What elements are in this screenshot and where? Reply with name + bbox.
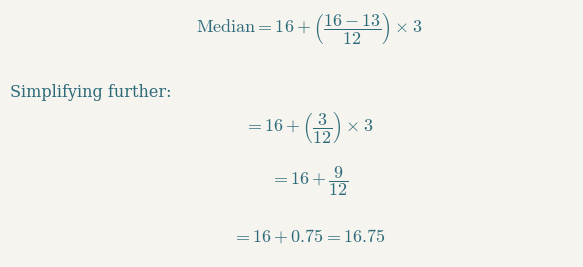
Text: Simplifying further:: Simplifying further: — [10, 84, 172, 101]
Text: $\mathrm{Median} = 16 + \left(\dfrac{16 - 13}{12}\right) \times 3$: $\mathrm{Median} = 16 + \left(\dfrac{16 … — [196, 10, 422, 46]
Text: $= 16 + \left(\dfrac{3}{12}\right) \times 3$: $= 16 + \left(\dfrac{3}{12}\right) \time… — [244, 109, 374, 145]
Text: $= 16 + 0.75 = 16.75$: $= 16 + 0.75 = 16.75$ — [232, 227, 386, 245]
Text: $= 16 + \dfrac{9}{12}$: $= 16 + \dfrac{9}{12}$ — [269, 165, 349, 198]
